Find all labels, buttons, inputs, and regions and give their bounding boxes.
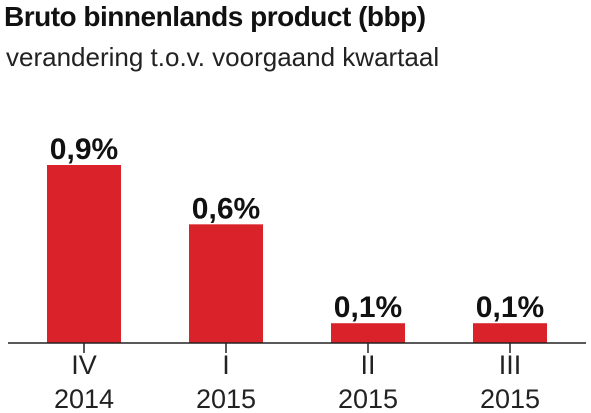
x-tick-label-quarter: IV xyxy=(71,350,97,380)
x-tick-label-quarter: II xyxy=(360,350,375,380)
bar-value-label: 0,6% xyxy=(192,192,260,225)
bar-3 xyxy=(331,323,405,343)
chart-title: Bruto binnenlands product (bbp) xyxy=(4,1,426,32)
bar-2 xyxy=(189,224,263,343)
bar-value-label: 0,9% xyxy=(50,133,118,166)
bar-4 xyxy=(473,323,547,343)
x-tick-label-year: 2014 xyxy=(54,384,114,413)
x-tick-label-year: 2015 xyxy=(480,384,540,413)
x-tick-label-quarter: III xyxy=(499,350,522,380)
x-tick-label-year: 2015 xyxy=(338,384,398,413)
x-tick-label-year: 2015 xyxy=(196,384,256,413)
bar-1 xyxy=(47,165,121,343)
bar-value-label: 0,1% xyxy=(476,291,544,324)
x-tick-label-quarter: I xyxy=(222,350,230,380)
chart-subtitle: verandering t.o.v. voorgaand kwartaal xyxy=(6,42,440,72)
bar-value-label: 0,1% xyxy=(334,291,402,324)
